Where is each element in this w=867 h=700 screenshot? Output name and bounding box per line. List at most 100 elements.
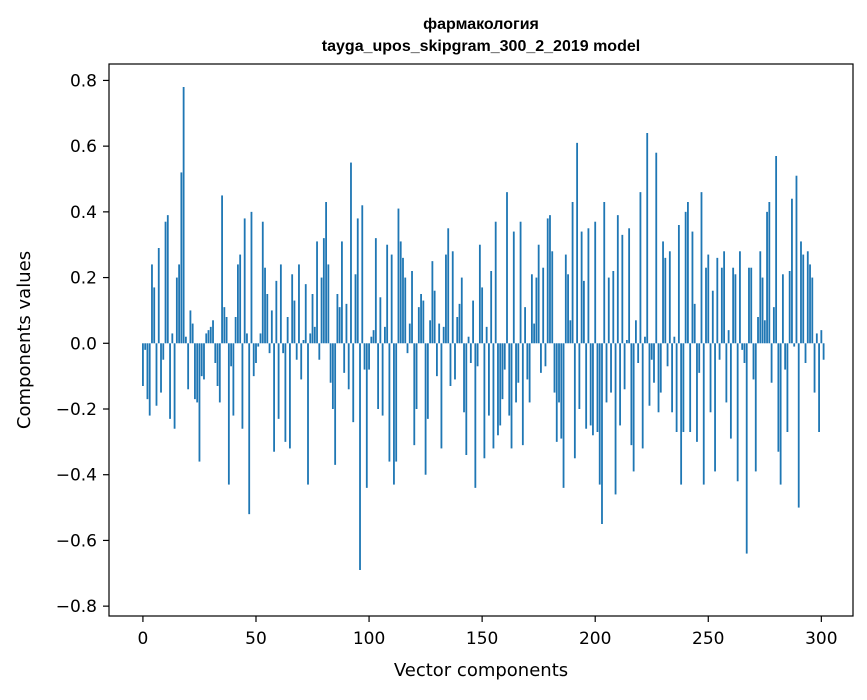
bar-95 — [356, 218, 359, 344]
bar-1 — [144, 343, 147, 350]
bar-74 — [309, 333, 312, 344]
bar-227 — [655, 152, 658, 344]
bar-25 — [198, 343, 201, 462]
bar-8 — [160, 343, 162, 393]
bar-164 — [512, 231, 515, 344]
bar-24 — [196, 343, 199, 403]
bar-19 — [184, 336, 187, 344]
bar-109 — [388, 343, 391, 462]
bar-230 — [662, 241, 664, 344]
bar-75 — [311, 294, 314, 344]
bar-119 — [411, 271, 413, 344]
bar-268 — [748, 267, 750, 344]
bar-67 — [293, 300, 296, 344]
bar-16 — [178, 264, 181, 344]
y-tick-label: 0.0 — [70, 334, 97, 354]
bar-233 — [668, 251, 671, 344]
bar-207 — [610, 343, 612, 393]
bar-142 — [463, 343, 465, 413]
bar-35 — [221, 195, 223, 344]
bar-147 — [474, 343, 477, 488]
bar-199 — [592, 343, 594, 436]
y-tick-label: 0.4 — [70, 203, 97, 223]
bar-70 — [300, 343, 303, 380]
bar-156 — [494, 221, 497, 344]
bar-186 — [562, 343, 565, 488]
bar-72 — [304, 284, 307, 344]
bar-298 — [815, 333, 818, 344]
bar-17 — [180, 172, 183, 344]
bar-144 — [467, 336, 470, 344]
bar-112 — [395, 343, 398, 462]
bar-252 — [711, 290, 714, 344]
bar-60 — [277, 343, 280, 419]
bar-290 — [797, 343, 800, 508]
bar-65 — [289, 343, 291, 449]
bar-211 — [619, 343, 621, 426]
bar-106 — [381, 343, 384, 416]
y-axis-ticks: −0.8 −0.6 −0.4 −0.2 0.0 0.2 0.4 0.6 0.8 — [56, 71, 109, 617]
bar-179 — [546, 218, 549, 344]
bar-249 — [705, 267, 707, 344]
bar-5 — [153, 287, 156, 344]
bar-98 — [363, 343, 366, 370]
bar-277 — [768, 202, 771, 344]
bar-14 — [173, 343, 176, 429]
bar-225 — [650, 343, 653, 360]
x-tick-label: 150 — [466, 629, 498, 649]
bar-165 — [515, 343, 517, 403]
bar-57 — [270, 310, 273, 344]
bar-99 — [365, 343, 368, 488]
bar-12 — [169, 343, 171, 419]
bar-220 — [639, 192, 642, 344]
bar-140 — [458, 303, 461, 344]
bar-157 — [497, 343, 499, 436]
bar-194 — [580, 231, 583, 344]
bar-52 — [259, 333, 262, 344]
bar-280 — [775, 156, 778, 344]
bar-184 — [558, 343, 560, 403]
bar-224 — [648, 343, 651, 406]
bar-49 — [252, 343, 255, 377]
bar-172 — [530, 274, 533, 344]
bar-295 — [809, 264, 811, 344]
bar-64 — [286, 317, 289, 344]
bar-104 — [377, 343, 380, 409]
bar-103 — [374, 238, 377, 344]
bar-83 — [329, 343, 332, 383]
bar-146 — [472, 300, 474, 344]
bar-137 — [451, 251, 454, 344]
bar-11 — [166, 215, 169, 344]
bar-180 — [549, 215, 551, 344]
bar-46 — [246, 333, 248, 344]
bar-200 — [594, 221, 597, 344]
bar-242 — [689, 343, 692, 432]
bar-169 — [524, 307, 526, 344]
bar-149 — [478, 244, 481, 344]
bar-0 — [142, 343, 144, 386]
bar-286 — [788, 271, 791, 344]
bar-160 — [503, 343, 506, 370]
bar-175 — [537, 244, 540, 344]
bar-177 — [542, 267, 545, 344]
bar-66 — [291, 274, 294, 344]
bar-301 — [822, 343, 825, 360]
bar-91 — [347, 343, 350, 390]
bar-170 — [526, 343, 529, 380]
bar-291 — [800, 241, 802, 344]
bar-245 — [696, 343, 698, 442]
bar-248 — [702, 343, 705, 485]
bar-32 — [214, 343, 217, 363]
bar-115 — [402, 257, 404, 344]
bar-287 — [791, 198, 793, 344]
bar-236 — [675, 343, 678, 432]
bar-155 — [492, 343, 495, 449]
bar-247 — [700, 192, 703, 344]
bar-54 — [264, 267, 266, 344]
bar-79 — [320, 277, 323, 344]
bar-182 — [553, 343, 556, 393]
bar-48 — [250, 211, 253, 344]
x-tick-label: 50 — [245, 629, 267, 649]
bar-30 — [209, 326, 212, 344]
bar-135 — [447, 228, 450, 344]
